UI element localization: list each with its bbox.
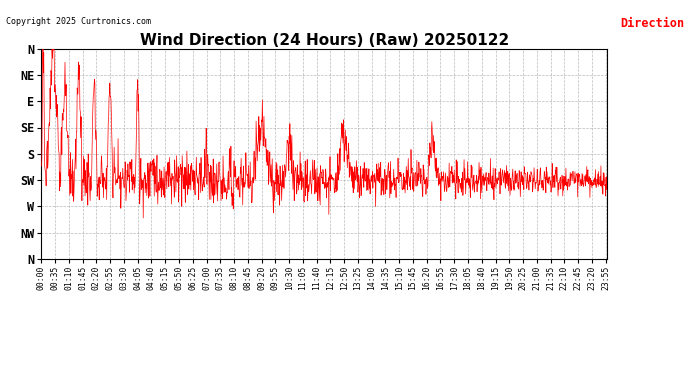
- Text: Copyright 2025 Curtronics.com: Copyright 2025 Curtronics.com: [6, 17, 150, 26]
- Title: Wind Direction (24 Hours) (Raw) 20250122: Wind Direction (24 Hours) (Raw) 20250122: [139, 33, 509, 48]
- Text: Direction: Direction: [620, 17, 684, 30]
